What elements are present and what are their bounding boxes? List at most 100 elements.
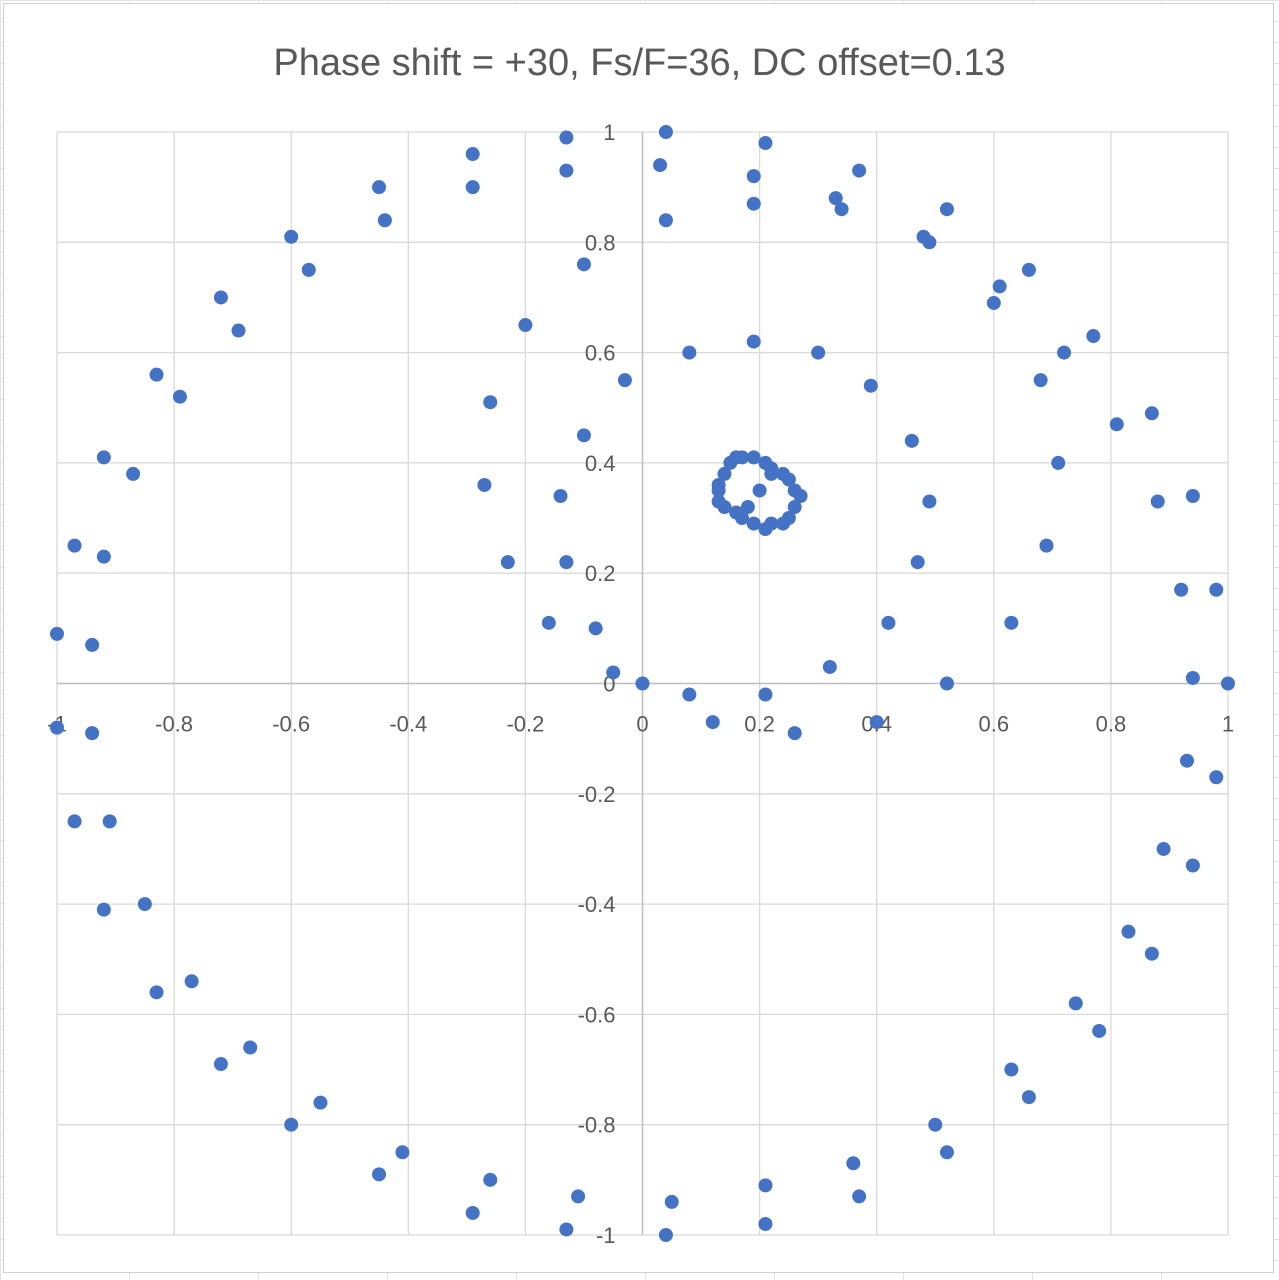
data-point	[559, 1222, 574, 1237]
data-point	[606, 665, 621, 680]
data-point	[395, 1145, 410, 1160]
tick-labels: -1 -0.8 -0.6 -0.4 -0.2 0 0.2 0.4 0.6 0.8 1 1 0.8 0.6 0…	[47, 120, 1234, 1248]
data-point	[717, 466, 732, 481]
data-point	[571, 1189, 586, 1204]
data-point	[992, 279, 1007, 294]
data-point	[1051, 455, 1066, 470]
data-point	[465, 1205, 480, 1220]
data-point	[576, 257, 591, 272]
data-point	[172, 389, 187, 404]
data-point	[617, 373, 632, 388]
data-point	[85, 637, 100, 652]
data-point	[483, 1172, 498, 1187]
data-point	[149, 985, 164, 1000]
data-point	[635, 676, 650, 691]
data-point	[729, 505, 744, 520]
data-point	[922, 494, 937, 509]
x-tick-label: 0.2	[744, 712, 775, 737]
y-tick-label: -0.2	[578, 782, 616, 807]
data-point	[939, 676, 954, 691]
y-tick-label: 0.2	[585, 561, 616, 586]
data-point	[559, 130, 574, 145]
x-tick-label: 1	[1222, 712, 1234, 737]
data-point	[1180, 753, 1195, 768]
data-point	[904, 433, 919, 448]
data-point	[787, 500, 802, 515]
data-point	[313, 1095, 328, 1110]
data-point	[1086, 329, 1101, 344]
data-point	[50, 626, 64, 641]
data-point	[746, 196, 761, 211]
data-point	[301, 262, 316, 277]
data-point	[910, 555, 925, 570]
data-point	[1185, 488, 1200, 503]
data-point	[1144, 406, 1159, 421]
data-point	[758, 687, 773, 702]
data-point	[776, 516, 791, 531]
data-point	[1121, 924, 1136, 939]
data-point	[1039, 538, 1054, 553]
data-point	[483, 395, 498, 410]
data-point	[729, 450, 744, 465]
data-point	[477, 477, 492, 492]
data-point	[682, 345, 697, 360]
data-point	[126, 466, 141, 481]
data-point	[1174, 582, 1189, 597]
data-point	[213, 1057, 228, 1072]
data-point	[1092, 1023, 1107, 1038]
data-point	[1057, 345, 1072, 360]
data-point	[372, 180, 387, 195]
data-point	[559, 555, 574, 570]
data-point	[184, 974, 199, 989]
data-point	[653, 158, 668, 173]
data-point	[746, 334, 761, 349]
data-point	[1021, 1090, 1036, 1105]
y-tick-label: -0.8	[578, 1113, 616, 1138]
data-point	[705, 715, 720, 730]
x-tick-label: 0.6	[979, 712, 1010, 737]
data-point	[85, 726, 100, 741]
y-tick-label: 0.8	[585, 230, 616, 255]
data-point	[284, 229, 299, 244]
data-point	[1144, 946, 1159, 961]
data-point	[852, 1189, 867, 1204]
data-point	[746, 450, 761, 465]
data-point	[377, 213, 392, 228]
y-tick-label: 0.4	[585, 451, 616, 476]
data-point	[758, 136, 773, 151]
data-point	[559, 163, 574, 178]
x-tick-label: -0.4	[389, 712, 427, 737]
data-point	[939, 1145, 954, 1160]
data-point	[869, 715, 884, 730]
data-point	[149, 367, 164, 382]
chart-area[interactable]: Phase shift = +30, Fs/F=36, DC offset=0.…	[3, 3, 1274, 1273]
data-point	[986, 295, 1001, 310]
data-point	[828, 191, 843, 206]
data-point	[1209, 770, 1224, 785]
data-point	[541, 615, 556, 630]
x-tick-label: -0.2	[506, 712, 544, 737]
data-point	[1004, 1062, 1019, 1077]
data-point	[102, 814, 117, 829]
data-point	[50, 720, 64, 735]
data-point	[1033, 373, 1048, 388]
data-point	[284, 1117, 299, 1132]
data-point	[928, 1117, 943, 1132]
data-point	[243, 1040, 258, 1055]
y-tick-label: -0.6	[578, 1002, 616, 1027]
data-point	[1185, 858, 1200, 873]
data-point	[939, 202, 954, 217]
data-point	[852, 163, 867, 178]
data-point	[764, 461, 779, 476]
y-tick-label: 1	[603, 120, 615, 145]
data-point	[213, 290, 228, 305]
data-point	[1185, 670, 1200, 685]
data-point	[67, 538, 82, 553]
data-point	[881, 615, 896, 630]
data-point	[658, 213, 673, 228]
data-point	[96, 902, 111, 917]
chart-title: Phase shift = +30, Fs/F=36, DC offset=0.…	[273, 42, 1006, 84]
data-point	[96, 549, 111, 564]
data-point	[758, 1178, 773, 1193]
data-point	[1004, 615, 1019, 630]
